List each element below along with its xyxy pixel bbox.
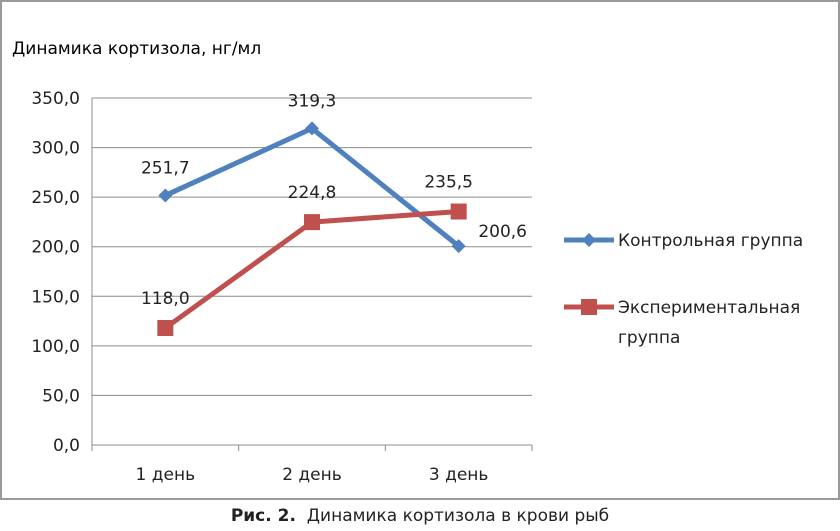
data-labels: 251,7 319,3 200,6 118,0 224,8 235,5 — [141, 91, 527, 309]
data-label: 319,3 — [288, 91, 337, 111]
series-group — [157, 121, 467, 337]
x-axis-ticks: 1 день 2 день 3 день — [136, 465, 489, 485]
data-point-square — [581, 299, 597, 315]
y-tick-label: 150,0 — [31, 287, 80, 307]
data-label: 200,6 — [478, 222, 527, 242]
data-label: 251,7 — [141, 158, 190, 178]
chart-frame: Динамика кортизола, нг/мл 0,0 50,0 100,0 15… — [0, 0, 840, 500]
legend-label: Экспериментальная — [618, 298, 800, 318]
caption-prefix: Рис. 2. — [230, 506, 296, 526]
data-point-square — [450, 203, 467, 220]
y-tick-label: 0,0 — [53, 436, 80, 456]
caption-text: Динамика кортизола в крови рыб — [306, 506, 610, 526]
y-tick-label: 250,0 — [31, 188, 80, 208]
data-label: 118,0 — [141, 289, 190, 309]
x-tick-label: 3 день — [429, 465, 489, 485]
legend: Контрольная группа Экспериментальная групп… — [564, 231, 803, 348]
data-point-square — [157, 320, 174, 337]
line-chart: Динамика кортизола, нг/мл 0,0 50,0 100,0 15… — [12, 39, 803, 485]
gridlines — [91, 97, 533, 451]
y-tick-label: 50,0 — [42, 386, 80, 406]
data-label: 224,8 — [288, 183, 337, 203]
y-tick-label: 350,0 — [31, 89, 80, 109]
figure-caption: Рис. 2. Динамика кортизола в крови рыб — [0, 506, 840, 526]
legend-label: группа — [618, 328, 680, 348]
y-axis-ticks: 0,0 50,0 100,0 150,0 200,0 250,0 300,0 350,0 — [31, 89, 80, 456]
y-tick-label: 300,0 — [31, 139, 80, 159]
y-axis-title: Динамика кортизола, нг/мл — [12, 39, 261, 59]
data-label: 235,5 — [424, 173, 473, 193]
x-tick-label: 2 день — [282, 465, 342, 485]
data-point-square — [304, 214, 320, 231]
data-point-diamond — [451, 239, 466, 254]
x-tick-label: 1 день — [136, 465, 196, 485]
data-point-diamond — [305, 121, 319, 136]
legend-label: Контрольная группа — [618, 231, 803, 251]
y-tick-label: 200,0 — [31, 238, 80, 258]
data-point-diamond — [582, 233, 596, 247]
data-point-diamond — [158, 188, 173, 203]
y-tick-label: 100,0 — [31, 337, 80, 357]
